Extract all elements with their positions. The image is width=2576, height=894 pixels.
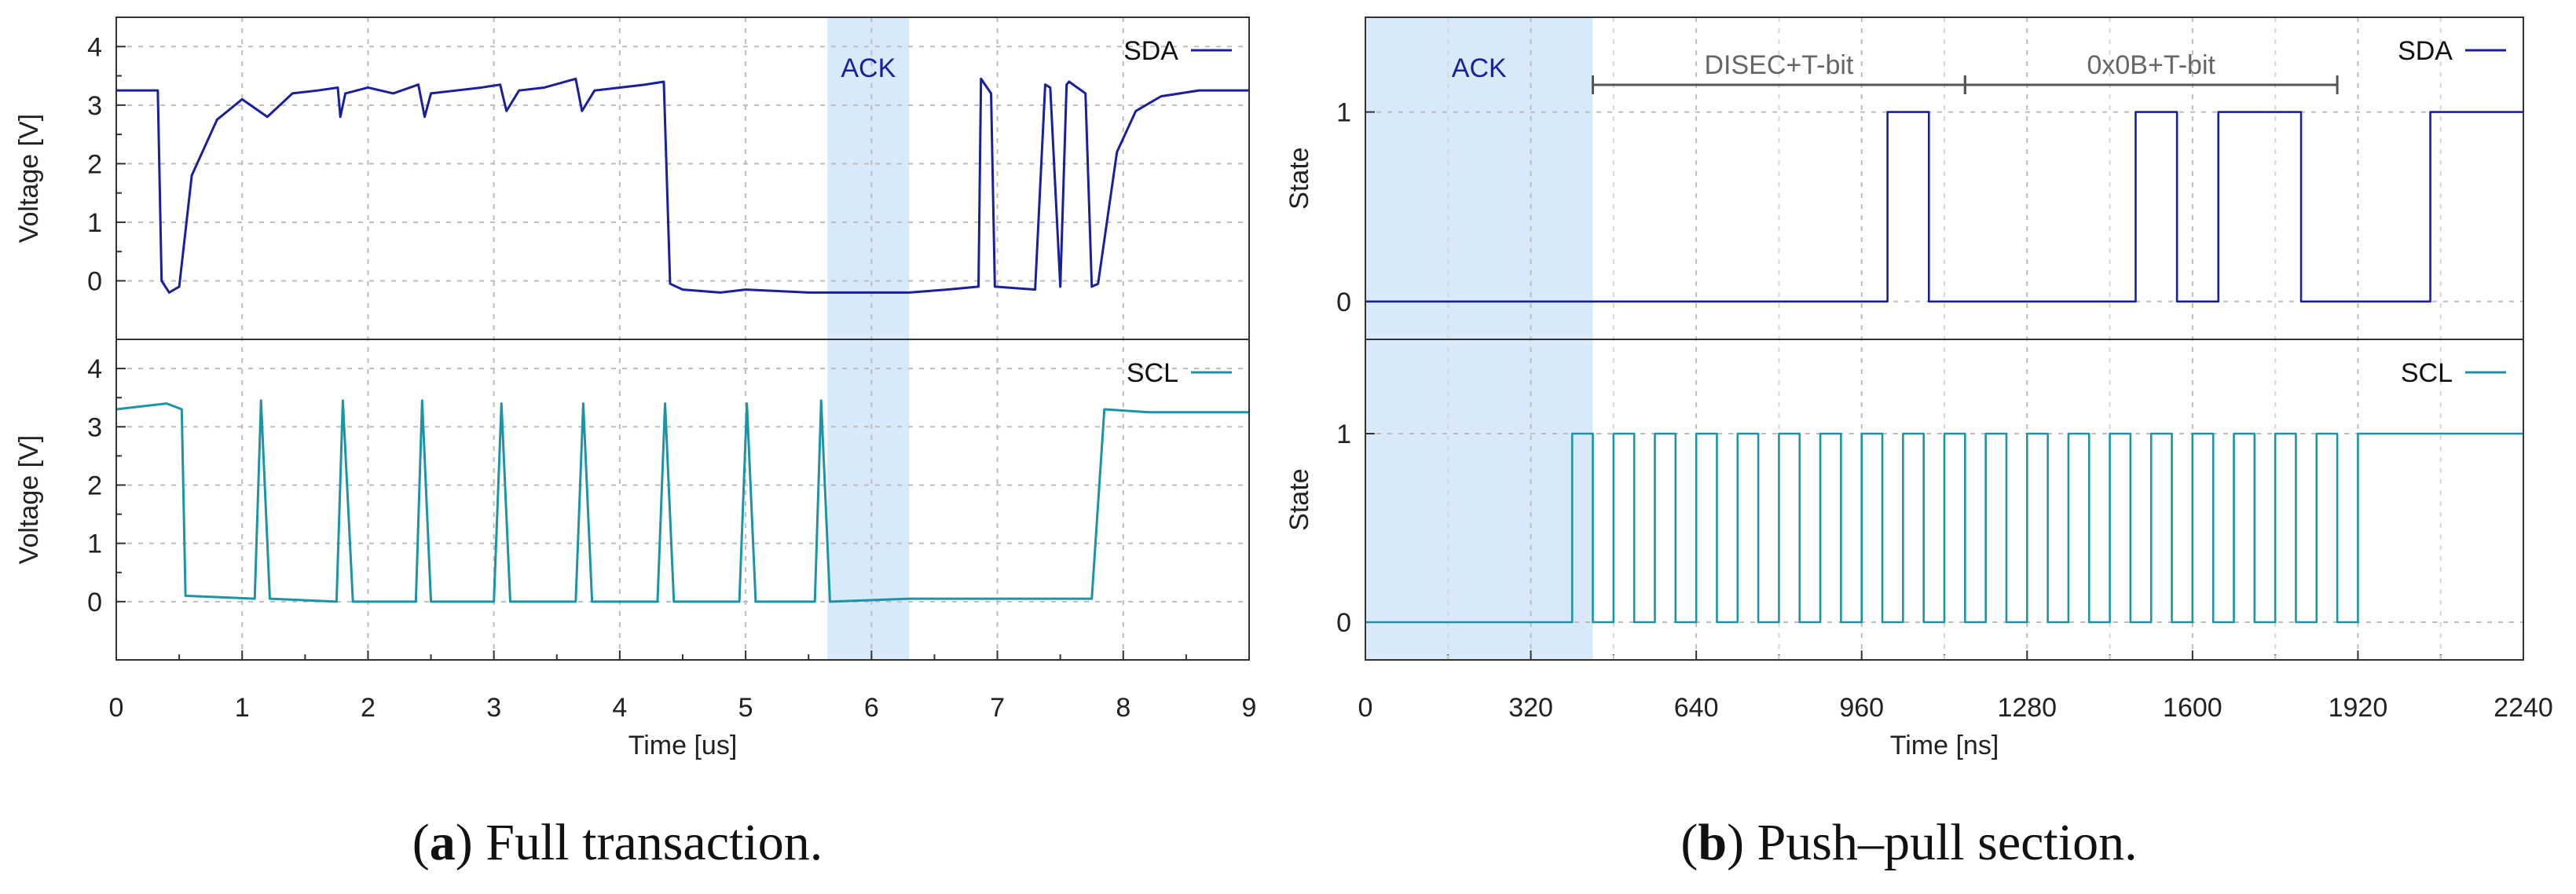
chart-a-panel-2-legend-label: SCL (1127, 358, 1178, 388)
chart-a-panel-2-ytick-label-0: 0 (87, 588, 102, 617)
chart-a-xtick-label-7: 7 (990, 693, 1005, 723)
chart-a-ack-label: ACK (841, 53, 896, 83)
chart-a-xtick-label-0: 0 (109, 693, 124, 723)
caption-b-text: ) Push–pull section. (1727, 814, 2138, 871)
chart-a-panel-2-ytick-label-1: 1 (87, 529, 102, 559)
chart-b-xtick-label-2: 640 (1674, 693, 1719, 723)
chart-a-panel-1-ytick-label-2: 2 (87, 149, 102, 179)
chart-a-panel-2-series-scl (115, 399, 1249, 603)
chart-b-xtick-label-3: 960 (1839, 693, 1884, 723)
chart-a-xtick-label-3: 3 (486, 693, 501, 723)
chart-b-annotation-2-label: 0x0B+T-bit (2087, 50, 2215, 80)
chart-a-panel-1-ytick-label-1: 1 (87, 208, 102, 238)
chart-b-panel-2-ytick-label-1: 1 (1336, 420, 1351, 449)
chart-b-panel-1-ylabel: State (1284, 147, 1314, 209)
chart-a-full-transaction: 0 1 2 3 4 5 6 7 8 9 Time [us] 0 1 2 3 4 Voltage [V] SDA 0 1… (14, 16, 1257, 760)
chart-b-xtick-label-7: 2240 (2494, 693, 2553, 723)
chart-b-panel-2-legend-label: SCL (2401, 358, 2453, 388)
chart-a-xtick-label-2: 2 (361, 693, 376, 723)
chart-b-xtick-label-4: 1280 (1997, 693, 2057, 723)
chart-a-panel-1-ytick-label-4: 4 (87, 32, 102, 62)
chart-b-panel-1-ytick-label-1: 1 (1336, 98, 1351, 128)
chart-b-panel-1-ytick-label-0: 0 (1336, 288, 1351, 317)
chart-b-xtick-label-0: 0 (1358, 693, 1373, 723)
chart-a-xtick-label-8: 8 (1116, 693, 1130, 723)
caption-a-text: ) Full transaction. (456, 814, 823, 871)
chart-a-panel-1-ytick-label-0: 0 (87, 266, 102, 296)
chart-b-panel-1-legend-label: SDA (2398, 36, 2453, 66)
chart-a-xtick-label-5: 5 (738, 693, 753, 723)
chart-b-xlabel: Time [ns] (1890, 731, 1999, 760)
chart-b-xtick-label-1: 320 (1508, 693, 1553, 723)
chart-b-xtick-label-6: 1920 (2329, 693, 2388, 723)
chart-a-xlabel: Time [us] (628, 731, 738, 760)
chart-b-push-pull-section: 0 320 640 960 1280 1600 1920 2240 Time [ns] 0 1 Sta… (1284, 16, 2553, 760)
chart-a-xtick-label-9: 9 (1242, 693, 1257, 723)
chart-b-panel-2-series-scl (1365, 432, 2523, 624)
caption-a-letter: a (430, 814, 456, 871)
chart-a-panel-2-ylabel: Voltage [V] (14, 435, 44, 564)
chart-a-xtick-label-4: 4 (612, 693, 627, 723)
chart-b-xtick-label-5: 1600 (2163, 693, 2222, 723)
caption-b: (b) Push–pull section. (1680, 814, 2137, 871)
chart-b-panel-2-ylabel: State (1284, 468, 1314, 530)
chart-b-panel-2-ytick-label-0: 0 (1336, 608, 1351, 638)
caption-a: (a) Full transaction. (412, 814, 823, 871)
chart-a-panel-2-ytick-label-3: 3 (87, 412, 102, 442)
chart-a-xtick-label-6: 6 (864, 693, 879, 723)
chart-a-panel-1-series-sda (116, 77, 1249, 294)
chart-a-xtick-label-1: 1 (235, 693, 250, 723)
chart-a-panel-2-ytick-label-2: 2 (87, 471, 102, 500)
chart-a-panel-1-ylabel: Voltage [V] (14, 114, 44, 243)
chart-a-panel-2-ytick-label-4: 4 (87, 354, 102, 384)
chart-a-panel-1-ytick-label-3: 3 (87, 91, 102, 121)
chart-b-ack-label: ACK (1452, 53, 1507, 83)
chart-b-panel-1-series-sda (1365, 111, 2523, 303)
chart-b-annotation-1-label: DISEC+T-bit (1704, 50, 1853, 80)
chart-a-panel-1-legend-label: SDA (1123, 36, 1178, 66)
caption-b-letter: b (1698, 814, 1727, 871)
